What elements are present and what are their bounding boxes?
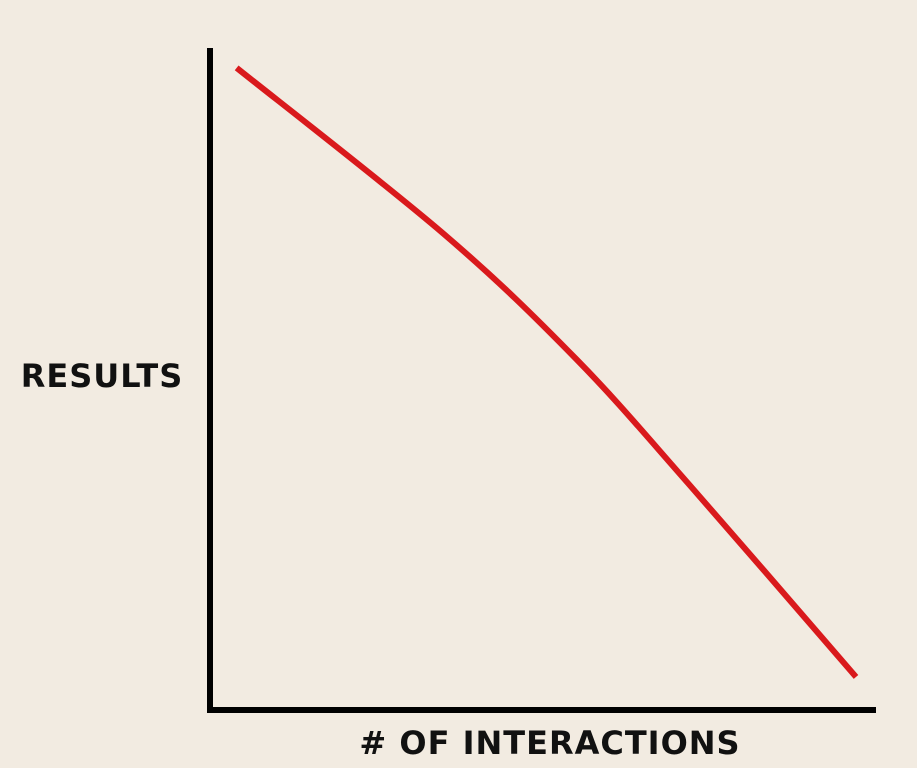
x-axis-label: # OF INTERACTIONS [359,724,740,762]
y-axis-label: RESULTS [21,357,184,395]
series-line [234,65,859,679]
